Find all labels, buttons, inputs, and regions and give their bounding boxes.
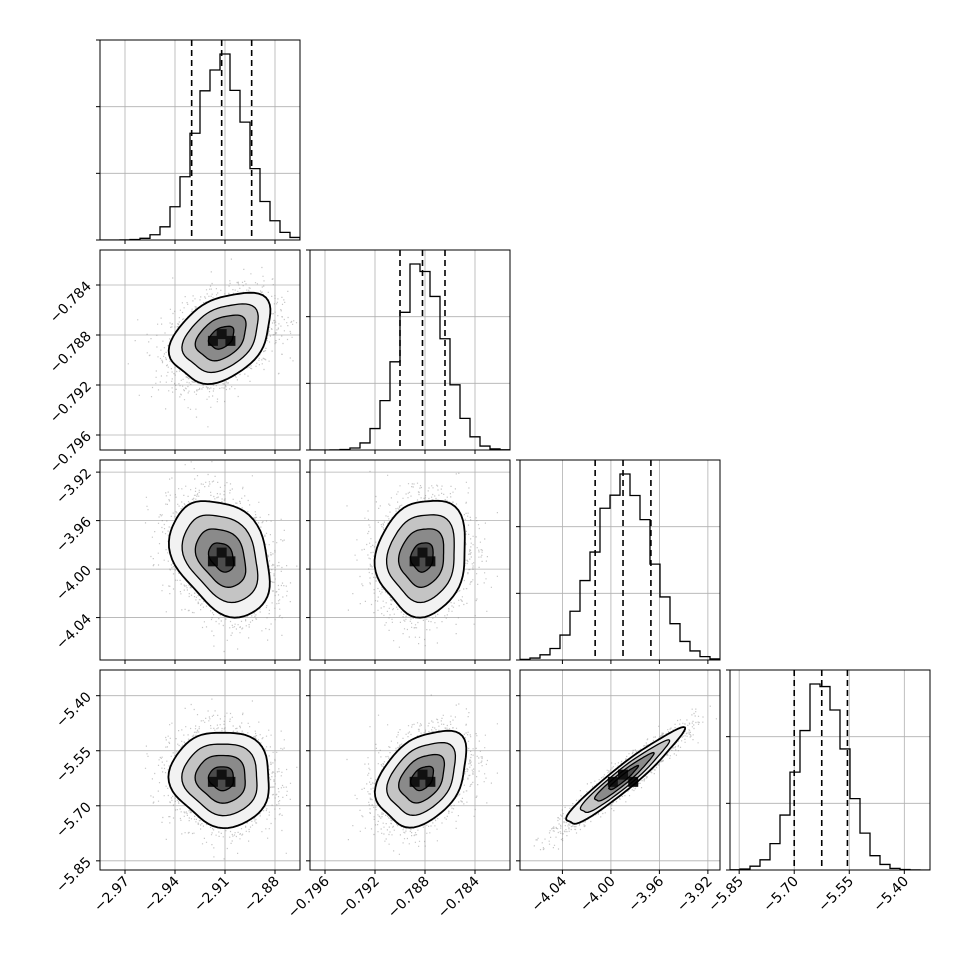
density-peak xyxy=(207,556,218,567)
x-tick-label: −5.40 xyxy=(870,874,912,916)
histogram-0 xyxy=(100,53,300,240)
contour-line-3 xyxy=(409,542,434,573)
y-tick-label: −0.788 xyxy=(47,329,95,377)
contour-line-3 xyxy=(608,764,640,791)
x-tick-label: −5.70 xyxy=(760,874,802,916)
density-peak xyxy=(409,556,420,567)
contour-line-3 xyxy=(207,542,235,573)
panel-frame xyxy=(519,669,721,871)
x-tick-label: −0.788 xyxy=(385,874,433,922)
x-tick-label: −5.85 xyxy=(705,874,747,916)
contour-line-3 xyxy=(409,765,435,792)
scatter-panel-2-1 xyxy=(306,459,511,664)
hist-panel-0 xyxy=(96,39,301,244)
y-tick-label: −4.00 xyxy=(53,563,95,605)
histogram-2 xyxy=(520,473,720,660)
x-tick-label: −5.55 xyxy=(815,874,857,916)
y-tick-label: −4.04 xyxy=(53,611,95,653)
y-tick-label: −5.40 xyxy=(53,689,95,731)
contour-line-1 xyxy=(181,743,258,817)
contour-line-1 xyxy=(386,741,457,816)
contour-line-0 xyxy=(565,726,687,825)
panel-frame xyxy=(99,39,301,241)
panel-frame xyxy=(99,249,301,451)
contour-line-3 xyxy=(207,766,235,792)
x-tick-label: −2.97 xyxy=(91,874,133,916)
scatter-panel-3-0 xyxy=(96,669,301,874)
panel-frame xyxy=(309,249,511,451)
contour-line-0 xyxy=(373,729,468,829)
density-peak xyxy=(417,547,428,558)
contour-line-2 xyxy=(398,753,446,804)
y-tick-label: −3.96 xyxy=(53,514,95,556)
x-tick-label: −0.796 xyxy=(285,873,333,921)
contour-line-1 xyxy=(385,514,455,604)
panel-frame xyxy=(309,459,511,661)
panel-frame xyxy=(309,669,511,871)
density-peak xyxy=(425,556,436,567)
scatter-panel-3-2 xyxy=(516,669,721,874)
density-peak xyxy=(216,329,227,340)
y-tick-label: −5.70 xyxy=(53,799,95,841)
density-peak xyxy=(417,769,428,780)
hist-panel-1 xyxy=(306,249,511,454)
density-peak xyxy=(225,335,236,346)
scatter-panel-3-1 xyxy=(306,669,511,874)
hist-panel-2 xyxy=(516,459,721,664)
contour-line-0 xyxy=(167,500,271,619)
density-peak xyxy=(216,769,227,780)
y-tick-label: −0.784 xyxy=(47,278,95,326)
panel-frame xyxy=(99,669,301,871)
hist-panel-3 xyxy=(726,669,931,874)
panel-frame xyxy=(99,459,301,661)
density-peak xyxy=(225,556,236,567)
density-peak xyxy=(225,776,236,787)
density-peak xyxy=(425,776,436,787)
contour-line-0 xyxy=(373,499,466,619)
y-tick-label: −0.792 xyxy=(47,379,95,427)
y-tick-label: −5.85 xyxy=(53,854,95,896)
contour-line-2 xyxy=(194,528,247,588)
x-tick-label: −3.96 xyxy=(626,873,668,915)
panel-frame xyxy=(729,669,931,871)
contour-line-2 xyxy=(194,314,247,362)
y-tick-label: −0.796 xyxy=(47,428,95,476)
contour-line-0 xyxy=(167,291,272,386)
density-peak xyxy=(207,335,218,346)
x-tick-label: −4.04 xyxy=(529,873,571,915)
contour-line-1 xyxy=(181,514,259,604)
x-tick-label: −4.00 xyxy=(577,874,619,916)
x-tick-label: −2.94 xyxy=(141,873,183,915)
contour-line-1 xyxy=(181,303,259,374)
contour-line-3 xyxy=(207,325,235,350)
contour-line-2 xyxy=(194,754,246,804)
scatter-panel-2-0 xyxy=(96,459,301,664)
y-tick-label: −5.55 xyxy=(53,744,95,786)
histogram-3 xyxy=(730,683,930,870)
density-peak xyxy=(207,776,218,787)
contour-line-1 xyxy=(579,739,671,814)
scatter-panel-1-0 xyxy=(96,249,301,454)
x-tick-label: −2.91 xyxy=(191,874,233,916)
density-peak xyxy=(409,776,420,787)
histogram-1 xyxy=(310,263,510,450)
contour-line-0 xyxy=(167,731,270,830)
contour-line-2 xyxy=(397,528,445,589)
panel-frame xyxy=(519,459,721,661)
x-tick-label: −0.784 xyxy=(435,873,483,921)
density-peak xyxy=(607,776,618,787)
x-tick-label: −0.792 xyxy=(335,874,383,922)
x-tick-label: −2.88 xyxy=(241,874,283,916)
density-peak xyxy=(216,547,227,558)
contour-line-2 xyxy=(593,751,655,802)
